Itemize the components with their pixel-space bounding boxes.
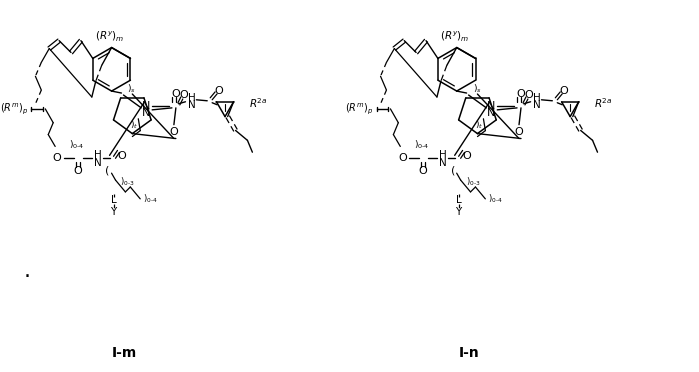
Text: $(R^y)_m$: $(R^y)_m$: [95, 29, 124, 43]
Text: L: L: [110, 195, 117, 205]
Text: O: O: [180, 90, 188, 100]
Text: $)_s$: $)_s$: [127, 83, 136, 95]
Text: N: N: [187, 100, 195, 110]
Text: (: (: [106, 165, 110, 175]
Text: O: O: [462, 151, 471, 161]
Text: $(R^m)_p$: $(R^m)_p$: [345, 102, 373, 116]
Text: $)_{0\text{-}4}$: $)_{0\text{-}4}$: [69, 138, 85, 151]
Text: O: O: [517, 89, 525, 99]
Text: N: N: [487, 108, 496, 118]
Text: $)_t$: $)_t$: [475, 118, 484, 131]
Text: O: O: [73, 166, 82, 176]
Text: N: N: [487, 101, 495, 111]
Text: I-n: I-n: [459, 346, 480, 360]
Text: $)_{0\text{-}4}$: $)_{0\text{-}4}$: [143, 193, 158, 205]
Text: O: O: [514, 126, 524, 137]
Text: H: H: [533, 93, 540, 103]
Text: O: O: [560, 86, 568, 96]
Text: $)_t$: $)_t$: [130, 118, 138, 131]
Text: $)_s$: $)_s$: [473, 83, 482, 95]
Text: O: O: [171, 89, 180, 99]
Text: $)_{0\text{-}4}$: $)_{0\text{-}4}$: [489, 193, 503, 205]
Text: O: O: [419, 166, 427, 176]
Text: N: N: [94, 158, 101, 168]
Text: N: N: [142, 101, 150, 111]
Text: N: N: [142, 108, 150, 118]
Text: O: O: [215, 86, 224, 96]
Text: (: (: [451, 165, 455, 175]
Text: N: N: [533, 100, 540, 110]
Text: .: .: [24, 261, 31, 281]
Text: H: H: [94, 150, 101, 160]
Text: Y: Y: [456, 207, 462, 217]
Text: O: O: [170, 126, 178, 137]
Text: I-m: I-m: [112, 346, 137, 360]
Text: $)_{0\text{-}4}$: $)_{0\text{-}4}$: [414, 138, 430, 151]
Text: $(R^y)_m$: $(R^y)_m$: [440, 29, 470, 43]
Text: O: O: [398, 153, 407, 163]
Text: $)_{0\text{-}3}$: $)_{0\text{-}3}$: [466, 176, 480, 188]
Text: $R^{2a}$: $R^{2a}$: [249, 96, 267, 110]
Text: $R^{2a}$: $R^{2a}$: [594, 96, 612, 110]
Text: O: O: [53, 153, 62, 163]
Text: N: N: [439, 158, 447, 168]
Text: L: L: [456, 195, 461, 205]
Text: $)_{0\text{-}3}$: $)_{0\text{-}3}$: [120, 176, 135, 188]
Text: O: O: [117, 151, 126, 161]
Text: O: O: [524, 90, 533, 100]
Text: $(R^m)_p$: $(R^m)_p$: [0, 102, 28, 116]
Text: Y: Y: [110, 207, 117, 217]
Text: H: H: [439, 150, 447, 160]
Text: H: H: [187, 93, 195, 103]
